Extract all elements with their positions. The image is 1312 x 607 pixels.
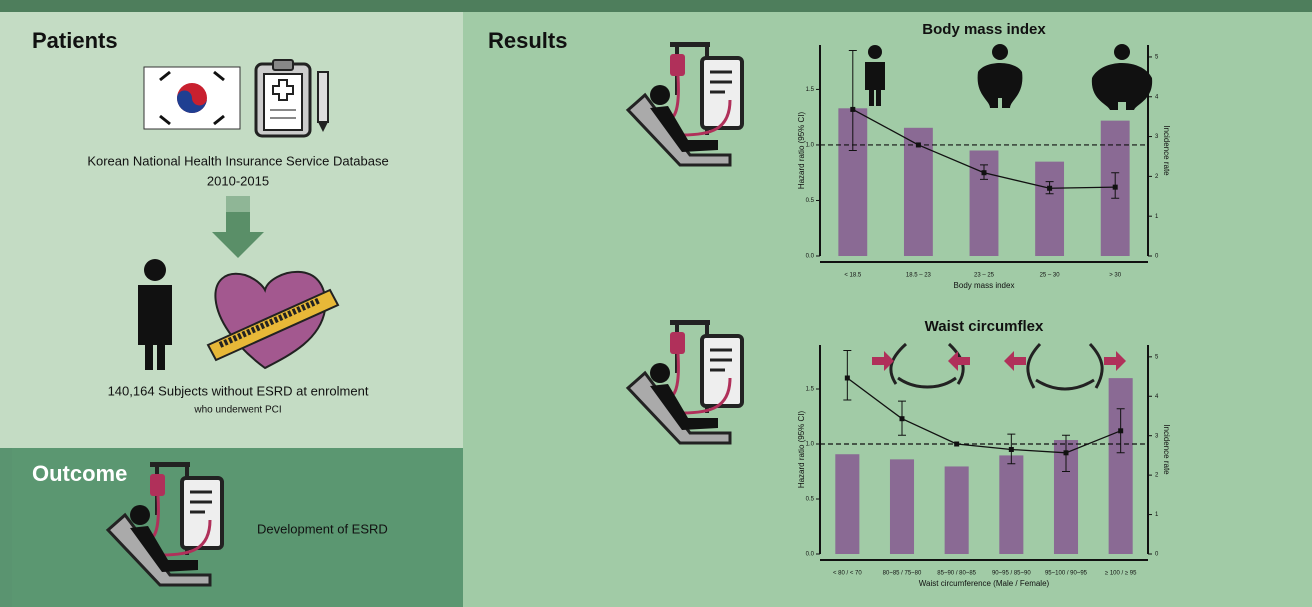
y-tick-label: 0.0 [806,254,815,260]
line [846,377,1121,454]
point [844,375,850,381]
subjects-note: who underwent PCI [193,405,281,416]
y-tick-label: 0.5 [806,497,815,503]
point [954,441,960,447]
subjects-text: 140,164 Subjects without ESRD at enrolme… [108,383,369,398]
x-tick-label: < 80 / < 70 [833,571,862,577]
section-title: Patients [32,28,118,53]
x-tick-label: ≥ 100 / ≥ 95 [1105,571,1137,577]
person-icon [138,259,172,370]
x-tick-label: 80~85 / 75~80 [883,571,922,577]
database-text: Korean National Health Insurance Service… [87,153,388,168]
outcome-text: Development of ESRD [257,521,388,536]
heart-icon [206,270,340,370]
body-icons [865,44,1153,110]
clipboard [254,59,329,138]
bar [999,455,1024,554]
point [1008,447,1014,452]
y-axis-label: Hazard ratio (95% CI) [797,111,806,189]
y2-tick-label: 5 [1155,354,1159,360]
bar [889,459,915,554]
x-tick-label: 18.5 – 23 [906,273,932,279]
x-tick-label: 95~100 / 90~95 [1045,571,1088,577]
years-text: 2010-2015 [207,173,269,188]
point [1112,184,1118,190]
y2-tick-label: 4 [1155,94,1159,100]
bar [1035,161,1065,256]
y-tick-label: 0.0 [806,552,815,558]
point [899,416,905,422]
down-arrow [212,196,264,258]
x-tick-label: < 18.5 [844,273,862,279]
chart-title: Waist circumflex [925,318,1044,335]
bar [835,454,860,554]
bar [1108,378,1133,554]
y2-axis-label: Incidence rate [1162,424,1171,475]
point [1047,185,1053,191]
charts: Body mass index 0.0 0.5 1.0 1.5 0 1 2 3 4 5 Hazard … [797,21,1171,588]
bar [944,466,969,554]
point [981,170,987,176]
error-bar [848,50,857,151]
y-tick-label: 1.5 [806,87,815,93]
waist-icons [872,342,1126,391]
x-tick-label: 90~95 / 85~90 [992,571,1031,577]
y2-tick-label: 3 [1155,433,1159,439]
y-tick-label: 1.0 [806,143,815,149]
y2-tick-label: 2 [1155,174,1159,180]
x-axis-label: Waist circumference (Male / Female) [919,579,1050,588]
y2-tick-label: 3 [1155,134,1159,140]
flag [143,66,241,130]
y2-tick-label: 5 [1155,55,1159,61]
y-tick-label: 1.5 [806,387,815,393]
x-tick-label: 85~90 / 80~85 [937,571,976,577]
y-tick-label: 1.0 [806,442,815,448]
y2-tick-label: 0 [1155,552,1159,558]
point [1118,428,1124,434]
y2-tick-label: 2 [1155,473,1159,479]
y-axis-label: Hazard ratio (95% CI) [797,410,806,488]
x-tick-label: > 30 [1109,273,1122,279]
y-tick-label: 0.5 [806,198,815,204]
y2-axis-label: Incidence rate [1162,125,1171,176]
x-axis-label: Body mass index [954,281,1015,290]
chart-title: Body mass index [922,21,1046,38]
error-bar [843,350,852,401]
x-tick-label: 25 – 30 [1040,273,1061,279]
point [850,106,856,112]
section-title: Outcome [32,461,127,486]
y2-tick-label: 1 [1155,512,1159,518]
y2-tick-label: 4 [1155,394,1159,400]
y2-tick-label: 1 [1155,214,1159,220]
point [1063,450,1069,456]
point [915,142,921,148]
y2-tick-label: 0 [1155,254,1159,260]
x-tick-label: 23 – 25 [974,273,995,279]
section-title: Results [488,28,567,53]
